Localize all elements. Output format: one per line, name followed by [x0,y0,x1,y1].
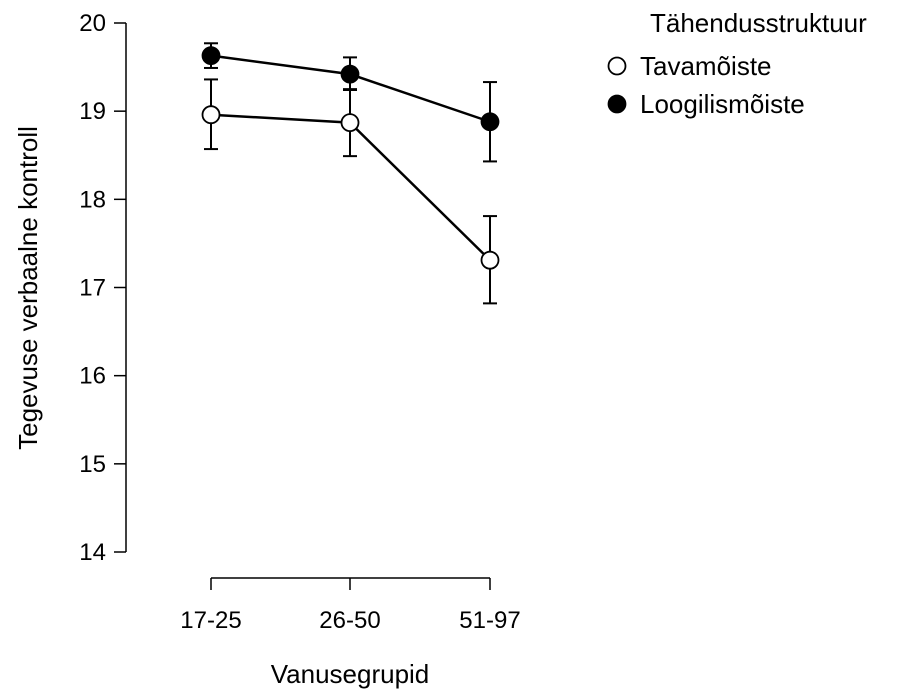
data-point [340,64,360,84]
y-axis: 14 15 16 17 18 19 20 [79,10,127,566]
x-axis: 17-25 26-50 51-97 [180,577,521,634]
y-tick-label: 19 [79,98,106,125]
legend-label: Tavamõiste [640,51,772,81]
x-axis-title: Vanusegrupid [271,659,430,689]
y-tick-label: 20 [79,10,106,37]
plot-area [201,42,500,305]
legend-label: Loogilismõiste [640,89,805,119]
data-point [480,250,500,270]
y-axis-title: Tegevuse verbaalne kontroll [13,126,43,450]
legend-marker [607,56,627,76]
data-point [480,112,500,132]
data-point [201,105,221,125]
y-tick-label: 15 [79,451,106,478]
data-point [340,113,360,133]
y-tick-label: 14 [79,539,106,566]
legend: Tähendusstruktuur Tavamõiste Loogilismõis… [607,8,867,119]
x-tick-label: 26-50 [319,607,380,634]
legend-marker [607,94,627,114]
x-tick-label: 51-97 [459,607,520,634]
legend-title: Tähendusstruktuur [650,8,867,38]
series-1 [201,78,500,305]
series-2 [201,42,500,163]
y-tick-label: 17 [79,275,106,302]
y-tick-label: 16 [79,363,106,390]
x-tick-label: 17-25 [180,607,241,634]
data-point [201,46,221,66]
y-tick-label: 18 [79,186,106,213]
